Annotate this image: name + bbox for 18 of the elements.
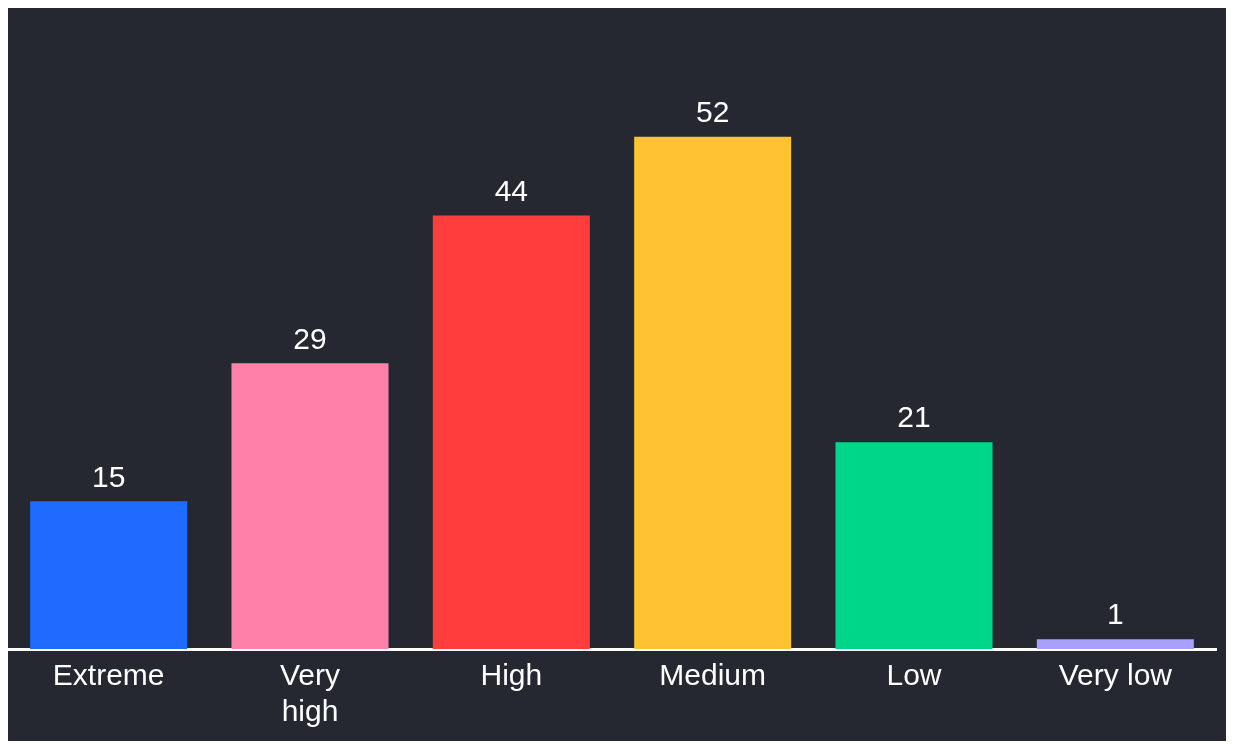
- x-tick-label: High: [480, 658, 543, 692]
- x-tick-label: Medium: [659, 658, 767, 692]
- data-label: 29: [293, 321, 327, 355]
- x-tick-label: Low: [886, 658, 942, 692]
- bar: [30, 501, 188, 649]
- data-label: 15: [91, 459, 126, 493]
- bar: [835, 442, 993, 649]
- data-label: 1: [1106, 597, 1124, 631]
- bar: [1036, 639, 1194, 649]
- bar: [634, 136, 792, 649]
- x-tick-label: Very high: [279, 658, 341, 728]
- x-tick-label: Extreme: [52, 658, 165, 692]
- data-label: 44: [494, 173, 529, 207]
- bar: [231, 363, 389, 649]
- x-tick-label: Very low: [1058, 658, 1173, 692]
- bar: [432, 215, 590, 649]
- data-label: 52: [695, 95, 730, 129]
- data-label: 21: [897, 400, 931, 434]
